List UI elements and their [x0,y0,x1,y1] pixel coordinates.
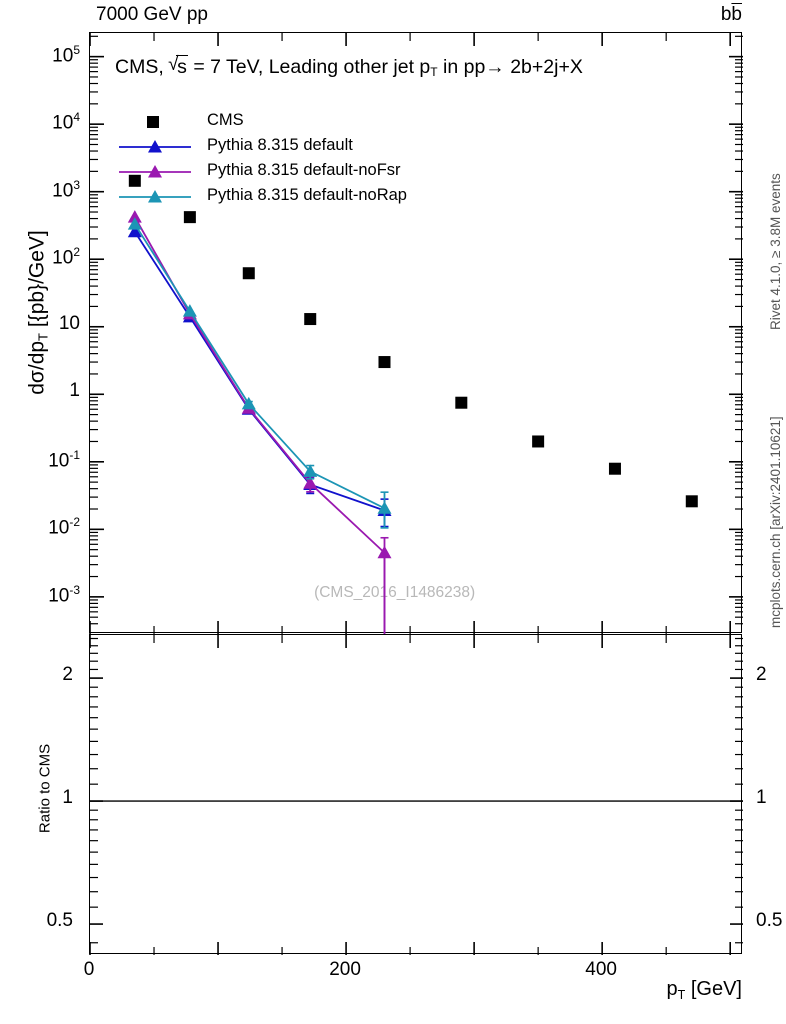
x-axis-title-unit: [GeV] [685,978,742,1000]
main-plot-panel: (CMS_2016_I1486238) [89,32,743,634]
main-y-tick-label: 10-3 [0,583,80,607]
plot-title-end: 2b+2j+X [504,56,583,78]
main-y-tick-label: 10-2 [0,515,80,539]
data-point-marker [128,174,141,187]
sqrt-s-symbol: s [168,54,188,79]
x-axis-title: pT [GeV] [667,978,742,1002]
beam-energy-text: 7000 GeV pp [96,4,208,25]
data-point-marker [377,545,392,559]
data-point-marker [241,396,256,410]
data-point-marker [127,217,142,230]
main-y-tick-label-text: 10 [52,44,74,66]
mcplots-text: mcplots.cern.ch [arXiv:2401.10621] [768,416,783,628]
legend-marker-icon [119,165,191,178]
data-point-marker [127,210,142,223]
data-point-marker [532,435,545,448]
main-y-tick-label-exponent: 5 [73,42,80,57]
rivet-version-text: Rivet 4.1.0, ≥ 3.8M events [768,173,783,330]
main-y-tick-label-text: 10 [58,312,80,334]
ratio-y-tick-label-right: 0.5 [756,910,783,932]
ratio-y-tick-label-left: 0.5 [46,910,73,932]
ratio-y-tick-label-left: 1 [62,787,73,809]
main-y-tick-label-text: 10 [48,585,70,607]
main-y-tick-label: 103 [0,178,80,202]
legend-label-0: CMS [207,111,244,129]
data-point-marker [182,304,197,317]
ratio-plot-canvas [89,635,743,955]
data-point-marker [127,224,142,238]
ratio-y-tick-label-right: 1 [756,787,767,809]
main-y-tick-label-exponent: 4 [73,110,80,125]
data-point-marker [303,464,318,477]
legend-sample-1 [117,137,197,157]
x-tick-label: 0 [83,959,95,980]
main-y-tick-label-exponent: 3 [73,177,80,192]
main-y-tick-label-text: 10 [52,180,74,202]
legend-sample-2 [117,162,197,182]
series-3 [127,217,392,529]
plot-title-pre: CMS, [115,56,170,78]
x-tick-label: 200 [329,959,361,980]
legend-marker-icon [119,140,191,153]
main-y-tick-label-text: 10 [48,450,70,472]
final-state-b: b [720,4,732,25]
legend-label-2: Pythia 8.315 default-noFsr [207,161,401,179]
final-state-bbar: b [731,4,742,25]
main-y-tick-label-exponent: -3 [69,582,80,597]
beam-energy-label: 7000 GeV pp [96,4,208,26]
main-plot-canvas [89,33,743,634]
data-point-marker [183,211,196,224]
ratio-y-tick-label-right: 2 [756,664,767,686]
data-point-marker [242,267,255,280]
series-1 [127,224,392,528]
series-2 [127,210,392,634]
data-point-marker [685,495,698,508]
x-tick-label: 400 [585,959,617,980]
data-point-marker [608,462,621,475]
x-axis-title-text: p [666,978,678,1000]
analysis-id-text: (CMS_2016_I1486238) [314,584,476,602]
data-point-marker [303,476,318,489]
legend-label-1: Pythia 8.315 default [207,136,353,154]
mcplots-credit: mcplots.cern.ch [arXiv:2401.10621] [768,416,783,628]
main-y-tick-label: 104 [0,110,80,134]
x-axis-title-sub: T [677,988,686,1002]
plot-title-post: in pp [437,56,486,78]
main-y-tick-label-text: 1 [69,380,80,402]
main-y-tick-label-text: 10 [48,517,70,539]
main-y-tick-label: 10-1 [0,448,80,472]
analysis-id-watermark: (CMS_2016_I1486238) [314,584,475,602]
rivet-version-credit: Rivet 4.1.0, ≥ 3.8M events [768,173,783,330]
series-0 [128,174,698,508]
legend-label-3: Pythia 8.315 default-noRap [207,186,407,204]
main-y-tick-label-exponent: -2 [69,515,80,530]
legend-sample-0 [117,112,197,132]
legend-sample-3 [117,187,197,207]
data-point-marker [304,313,317,326]
legend-marker-icon [147,116,159,128]
plot-title-sub: T [430,65,438,79]
data-point-marker [378,356,391,369]
plot-title-arrow: → [485,56,505,78]
main-y-tick-label: 1 [0,380,80,402]
main-y-tick-label-text: 10 [52,112,74,134]
main-y-tick-label-exponent: -1 [69,447,80,462]
ratio-y-tick-label-left: 2 [62,664,73,686]
main-y-tick-label: 105 [0,43,80,67]
final-state-label: bb [721,4,742,26]
plot-title: CMS, s = 7 TeV, Leading other jet pT in … [115,54,583,79]
main-y-tick-label: 102 [0,245,80,269]
legend-marker-icon [119,190,191,203]
plot-title-mid: = 7 TeV, Leading other jet p [187,56,431,78]
sqrt-s-var: s [176,55,188,78]
data-point-marker [455,396,468,409]
main-y-tick-label: 10 [0,313,80,335]
main-y-tick-label-exponent: 2 [73,245,80,260]
data-point-marker [377,501,392,514]
main-y-tick-label-text: 10 [52,247,74,269]
ratio-plot-panel [89,634,743,955]
